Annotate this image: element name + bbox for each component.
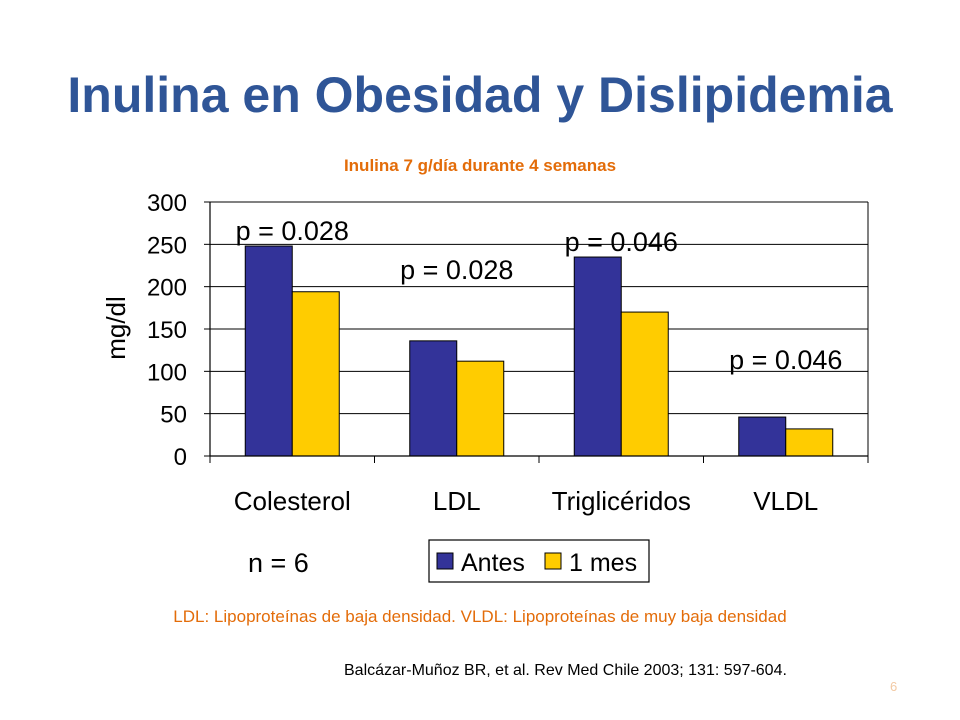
bar-1-mes [785, 428, 834, 457]
y-tick-label: 150 [147, 317, 187, 344]
p-value-label: p = 0.046 [565, 227, 678, 257]
y-tick-label: 200 [147, 275, 187, 302]
y-tick-label: 250 [147, 232, 187, 259]
bar-antes [409, 340, 458, 457]
legend: Antes 1 mes [428, 539, 650, 583]
bar-chart: Inulina 7 g/día durante 4 semanas 0 50 100… [101, 156, 869, 583]
bars [244, 245, 834, 457]
bar-antes [244, 245, 293, 457]
p-value-label: p = 0.028 [400, 255, 513, 285]
axes [209, 202, 869, 463]
y-tick-label: 0 [174, 444, 187, 471]
y-tick-label: 100 [147, 359, 187, 386]
category-label: VLDL [753, 486, 818, 516]
chart-title: Inulina 7 g/día durante 4 semanas [344, 156, 616, 175]
page-number: 6 [890, 679, 898, 694]
bar-antes [738, 416, 787, 457]
legend-label: Antes [461, 549, 525, 577]
bar-antes [573, 256, 622, 457]
category-label: Triglicéridos [552, 486, 691, 516]
p-value-annotations: p = 0.028 p = 0.028 p = 0.046 p = 0.046 [236, 216, 843, 375]
bar-1-mes [456, 360, 505, 457]
legend-box [428, 539, 650, 583]
p-value-label: p = 0.046 [729, 345, 842, 375]
legend-swatch [544, 552, 562, 570]
y-axis-ticks: 0 50 100 150 200 250 300 [147, 190, 210, 471]
category-labels: Colesterol LDL Triglicéridos VLDL [234, 486, 819, 516]
y-tick-label: 50 [160, 402, 187, 429]
n-label: n = 6 [248, 548, 309, 578]
footnote: LDL: Lipoproteínas de baja densidad. VLD… [173, 607, 787, 626]
slide-title: Inulina en Obesidad y Dislipidemia [67, 67, 893, 123]
bar-1-mes [291, 291, 340, 457]
y-tick-label: 300 [147, 190, 187, 217]
legend-label: 1 mes [569, 549, 637, 577]
citation: Balcázar-Muñoz BR, et al. Rev Med Chile … [344, 662, 787, 679]
category-label: LDL [433, 486, 481, 516]
p-value-label: p = 0.028 [236, 216, 349, 246]
legend-swatch [436, 552, 454, 570]
bar-1-mes [620, 311, 669, 457]
y-axis-label: mg/dl [101, 296, 131, 360]
category-label: Colesterol [234, 486, 351, 516]
